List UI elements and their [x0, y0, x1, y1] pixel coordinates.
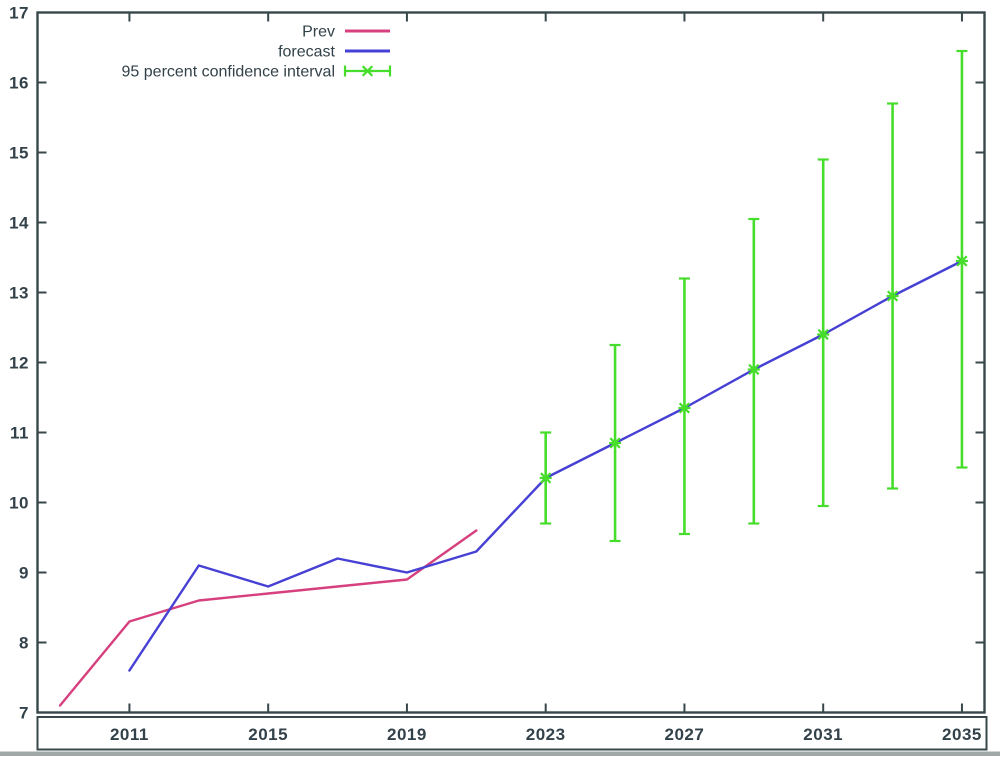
- error-bar-marker: [955, 255, 968, 267]
- bottom-scan-band: [0, 751, 1000, 756]
- y-tick-label: 16: [9, 74, 29, 93]
- x-tick-label: 2031: [803, 725, 843, 744]
- error-bar-marker: [886, 290, 899, 302]
- error-bar: [539, 431, 552, 525]
- y-axis-labels: 7 8 9 10 11 12 13 14 15 16 17: [9, 4, 29, 723]
- y-tick-label: 10: [9, 494, 29, 513]
- legend-label: 95 percent confidence interval: [122, 64, 335, 81]
- x-tick-label: 2035: [942, 725, 982, 744]
- x-tick-label: 2027: [665, 725, 705, 744]
- legend-label: Prev: [302, 24, 335, 41]
- legend-entry-forecast: forecast: [278, 44, 390, 61]
- error-bar: [678, 277, 691, 536]
- confidence-intervals: [539, 49, 968, 543]
- x-tick-label: 2019: [387, 725, 427, 744]
- x-tick-label: 2015: [248, 725, 288, 744]
- legend-entry-95-percent-confidence-interval: 95 percent confidence interval: [122, 64, 392, 81]
- prev-line: [58, 529, 478, 707]
- series-prev: [58, 529, 478, 707]
- legend-label: forecast: [278, 44, 335, 61]
- legend-errorbar-marker: [361, 65, 374, 77]
- x-tick-label: 2023: [526, 725, 566, 744]
- error-bar-marker: [539, 472, 552, 484]
- x-label-strip: 2011 2015 2019 2023 2027 2031 2035: [36, 716, 988, 751]
- axes: [36, 11, 986, 714]
- y-tick-label: 12: [9, 354, 29, 373]
- y-tick-label: 8: [19, 634, 29, 653]
- error-bar: [886, 102, 899, 490]
- error-bar-marker: [747, 363, 760, 376]
- x-label-strip-box: [36, 716, 988, 751]
- y-tick-label: 11: [10, 424, 29, 443]
- legend: Prev forecast 95 percent confidence interv…: [122, 24, 392, 81]
- error-bar-marker: [609, 437, 622, 449]
- y-tick-label: 7: [19, 704, 29, 723]
- y-tick-label: 14: [9, 214, 29, 233]
- error-bar: [817, 158, 830, 508]
- error-bar-marker: [678, 402, 691, 414]
- y-tick-label: 13: [9, 284, 29, 303]
- error-bar: [609, 343, 622, 543]
- error-bar-marker: [817, 328, 830, 341]
- error-bar: [955, 49, 968, 469]
- error-bar: [747, 217, 760, 525]
- y-tick-label: 9: [19, 564, 29, 583]
- legend-entry-prev: Prev: [302, 24, 390, 41]
- y-tick-label: 17: [9, 4, 29, 23]
- y-tick-label: 15: [9, 144, 29, 163]
- x-tick-label: 2011: [110, 725, 149, 744]
